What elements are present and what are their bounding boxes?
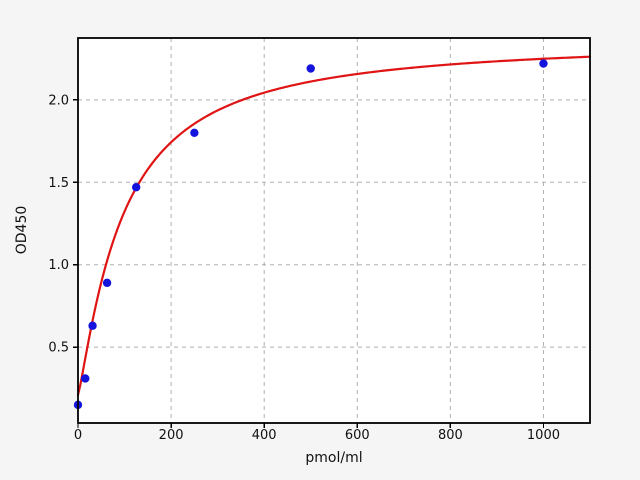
x-axis-label: pmol/ml [305,450,362,466]
data-point [539,59,548,68]
y-tick-label: 0.5 [48,341,69,356]
chart-layers: 0 200 400 600 800 1000 0.5 1.0 1.5 2.0 [48,37,592,443]
y-tick-label: 2.0 [48,93,69,108]
x-tick-label: 1000 [527,428,560,443]
plot-frame [77,37,591,424]
data-point [81,374,90,383]
x-tick-label: 800 [438,428,463,443]
data-point [131,183,141,192]
x-tick-label: 0 [74,428,82,443]
x-tick-label: 400 [252,428,277,443]
data-point [88,321,97,330]
x-tick-label: 600 [345,428,370,443]
plot-area [78,38,590,423]
data-point [190,128,199,138]
data-point [306,64,315,73]
fit-curve-line [76,55,592,397]
data-point [102,278,112,288]
y-axis-label: OD450 [14,206,30,255]
y-tick-label: 1.0 [48,258,69,273]
x-tick-label: 200 [159,428,184,443]
y-tick-label: 1.5 [48,176,69,191]
